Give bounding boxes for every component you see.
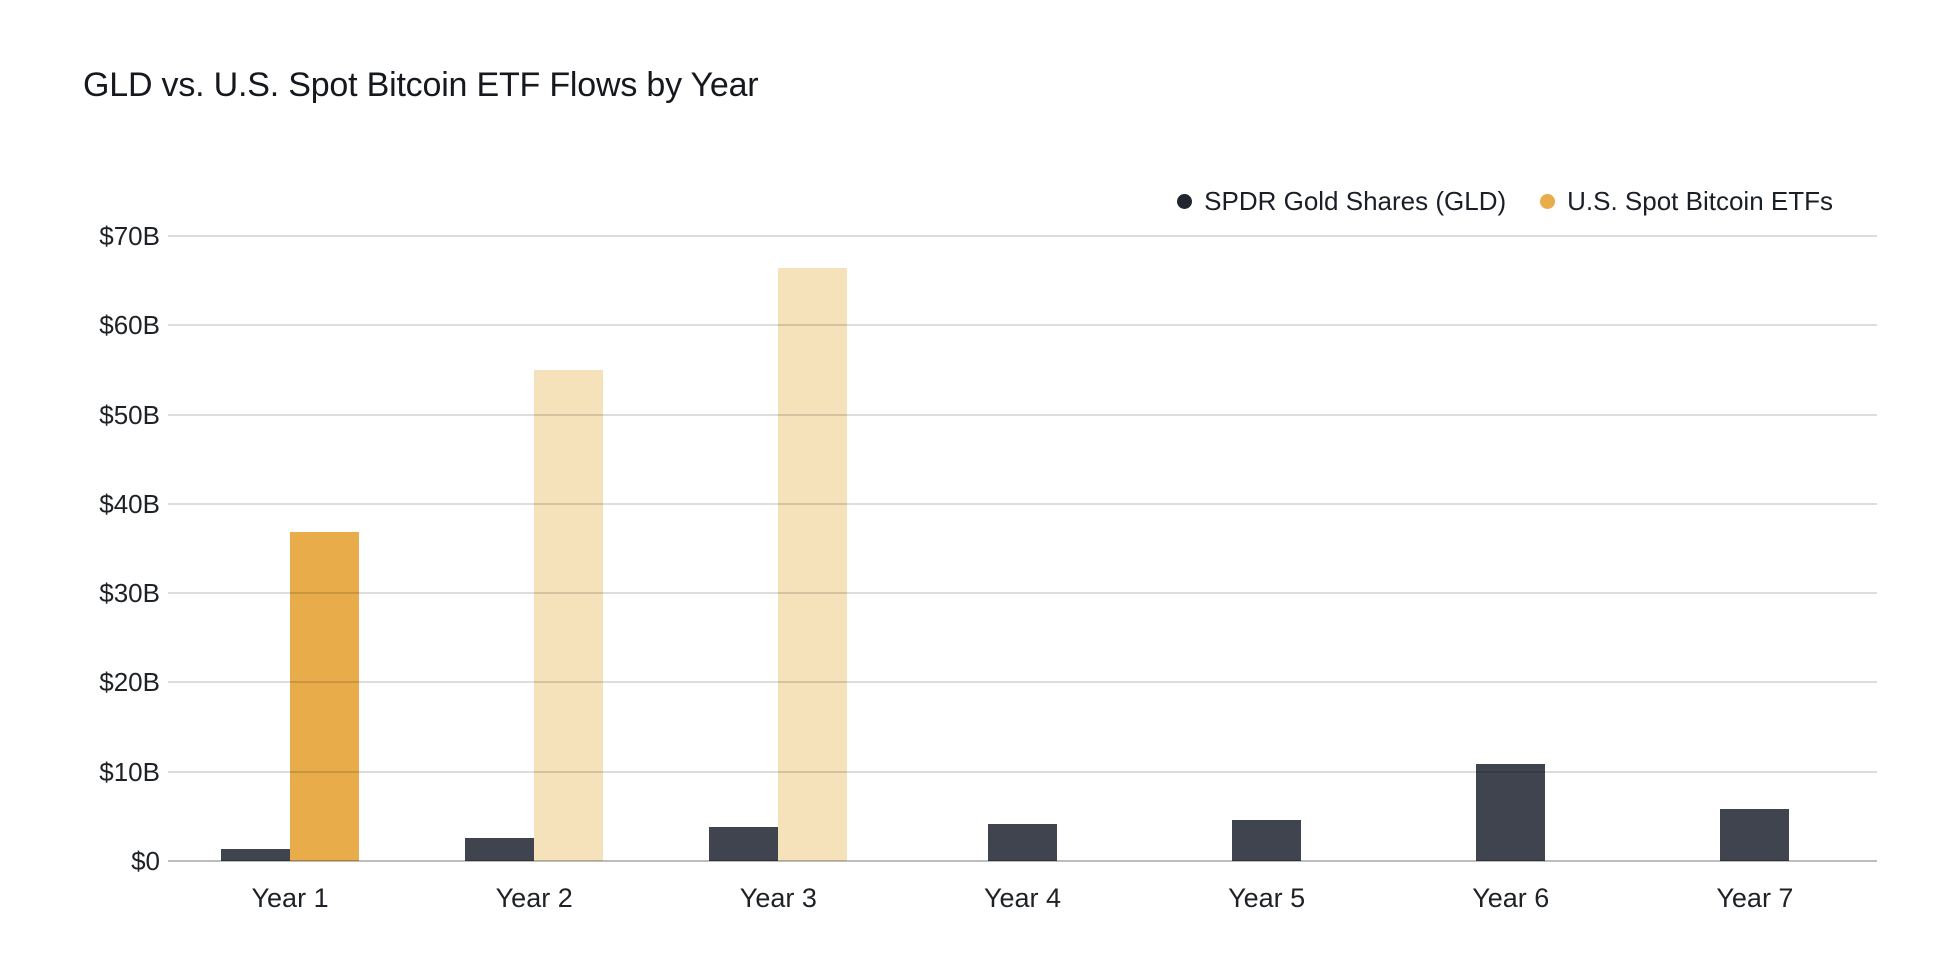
gridline-10b: [168, 770, 1877, 773]
bar-btc-year-1: [290, 532, 360, 861]
gridline-40b: [168, 502, 1877, 505]
x-axis-label-year-1: Year 1: [251, 883, 329, 913]
y-axis-label-60b: $60B: [99, 310, 160, 341]
bar-gld-year-4: [988, 823, 1057, 861]
bar-gld-year-6: [1476, 763, 1546, 861]
bar-gld-year-7: [1720, 809, 1790, 861]
y-axis-label-20b: $20B: [99, 667, 160, 698]
y-axis-label-40b: $40B: [99, 488, 160, 519]
gridline-20b: [168, 681, 1877, 684]
x-axis-label-year-2: Year 2: [495, 883, 573, 913]
x-axis-label-year-3: Year 3: [739, 883, 817, 913]
legend-item-btc: U.S. Spot Bitcoin ETFs: [1540, 186, 1833, 217]
legend-label: U.S. Spot Bitcoin ETFs: [1567, 186, 1833, 216]
legend: SPDR Gold Shares (GLD) U.S. Spot Bitcoin …: [1177, 186, 1833, 217]
gridline-70b: [168, 235, 1877, 237]
bar-gld-year-1: [221, 849, 291, 861]
y-axis-label-30b: $30B: [99, 578, 160, 609]
x-axis-line: [168, 860, 1877, 862]
y-axis-label-10b: $10B: [99, 756, 160, 787]
gridline-30b: [168, 592, 1877, 595]
bar-gld-year-5: [1232, 819, 1302, 861]
x-axis-label-year-7: Year 7: [1716, 883, 1794, 913]
x-axis-label-year-5: Year 5: [1228, 883, 1306, 913]
bar-btc-year-2-projected: [534, 369, 604, 861]
bar-gld-year-2: [465, 837, 535, 861]
legend-dot-icon: [1540, 194, 1556, 209]
y-axis-label-70b: $70B: [99, 221, 160, 251]
x-axis-label-year-4: Year 4: [983, 883, 1062, 913]
gridline-60b: [168, 324, 1877, 327]
y-axis-label-50b: $50B: [99, 399, 160, 430]
y-axis-label-0b: $0: [131, 846, 160, 876]
bar-btc-year-3-projected: [778, 268, 848, 861]
gridline-50b: [168, 413, 1877, 416]
chart-title: GLD vs. U.S. Spot Bitcoin ETF Flows by Y…: [83, 66, 759, 104]
legend-label: SPDR Gold Shares (GLD): [1204, 186, 1507, 216]
bar-gld-year-3: [709, 827, 779, 861]
plot-area: Year 1 Year 2 Year 3 Year 4 Year 5 Year 6 Year…: [99, 221, 1877, 913]
x-axis-label-year-6: Year 6: [1472, 883, 1550, 913]
legend-item-gld: SPDR Gold Shares (GLD): [1177, 186, 1506, 217]
legend-dot-icon: [1177, 194, 1193, 209]
